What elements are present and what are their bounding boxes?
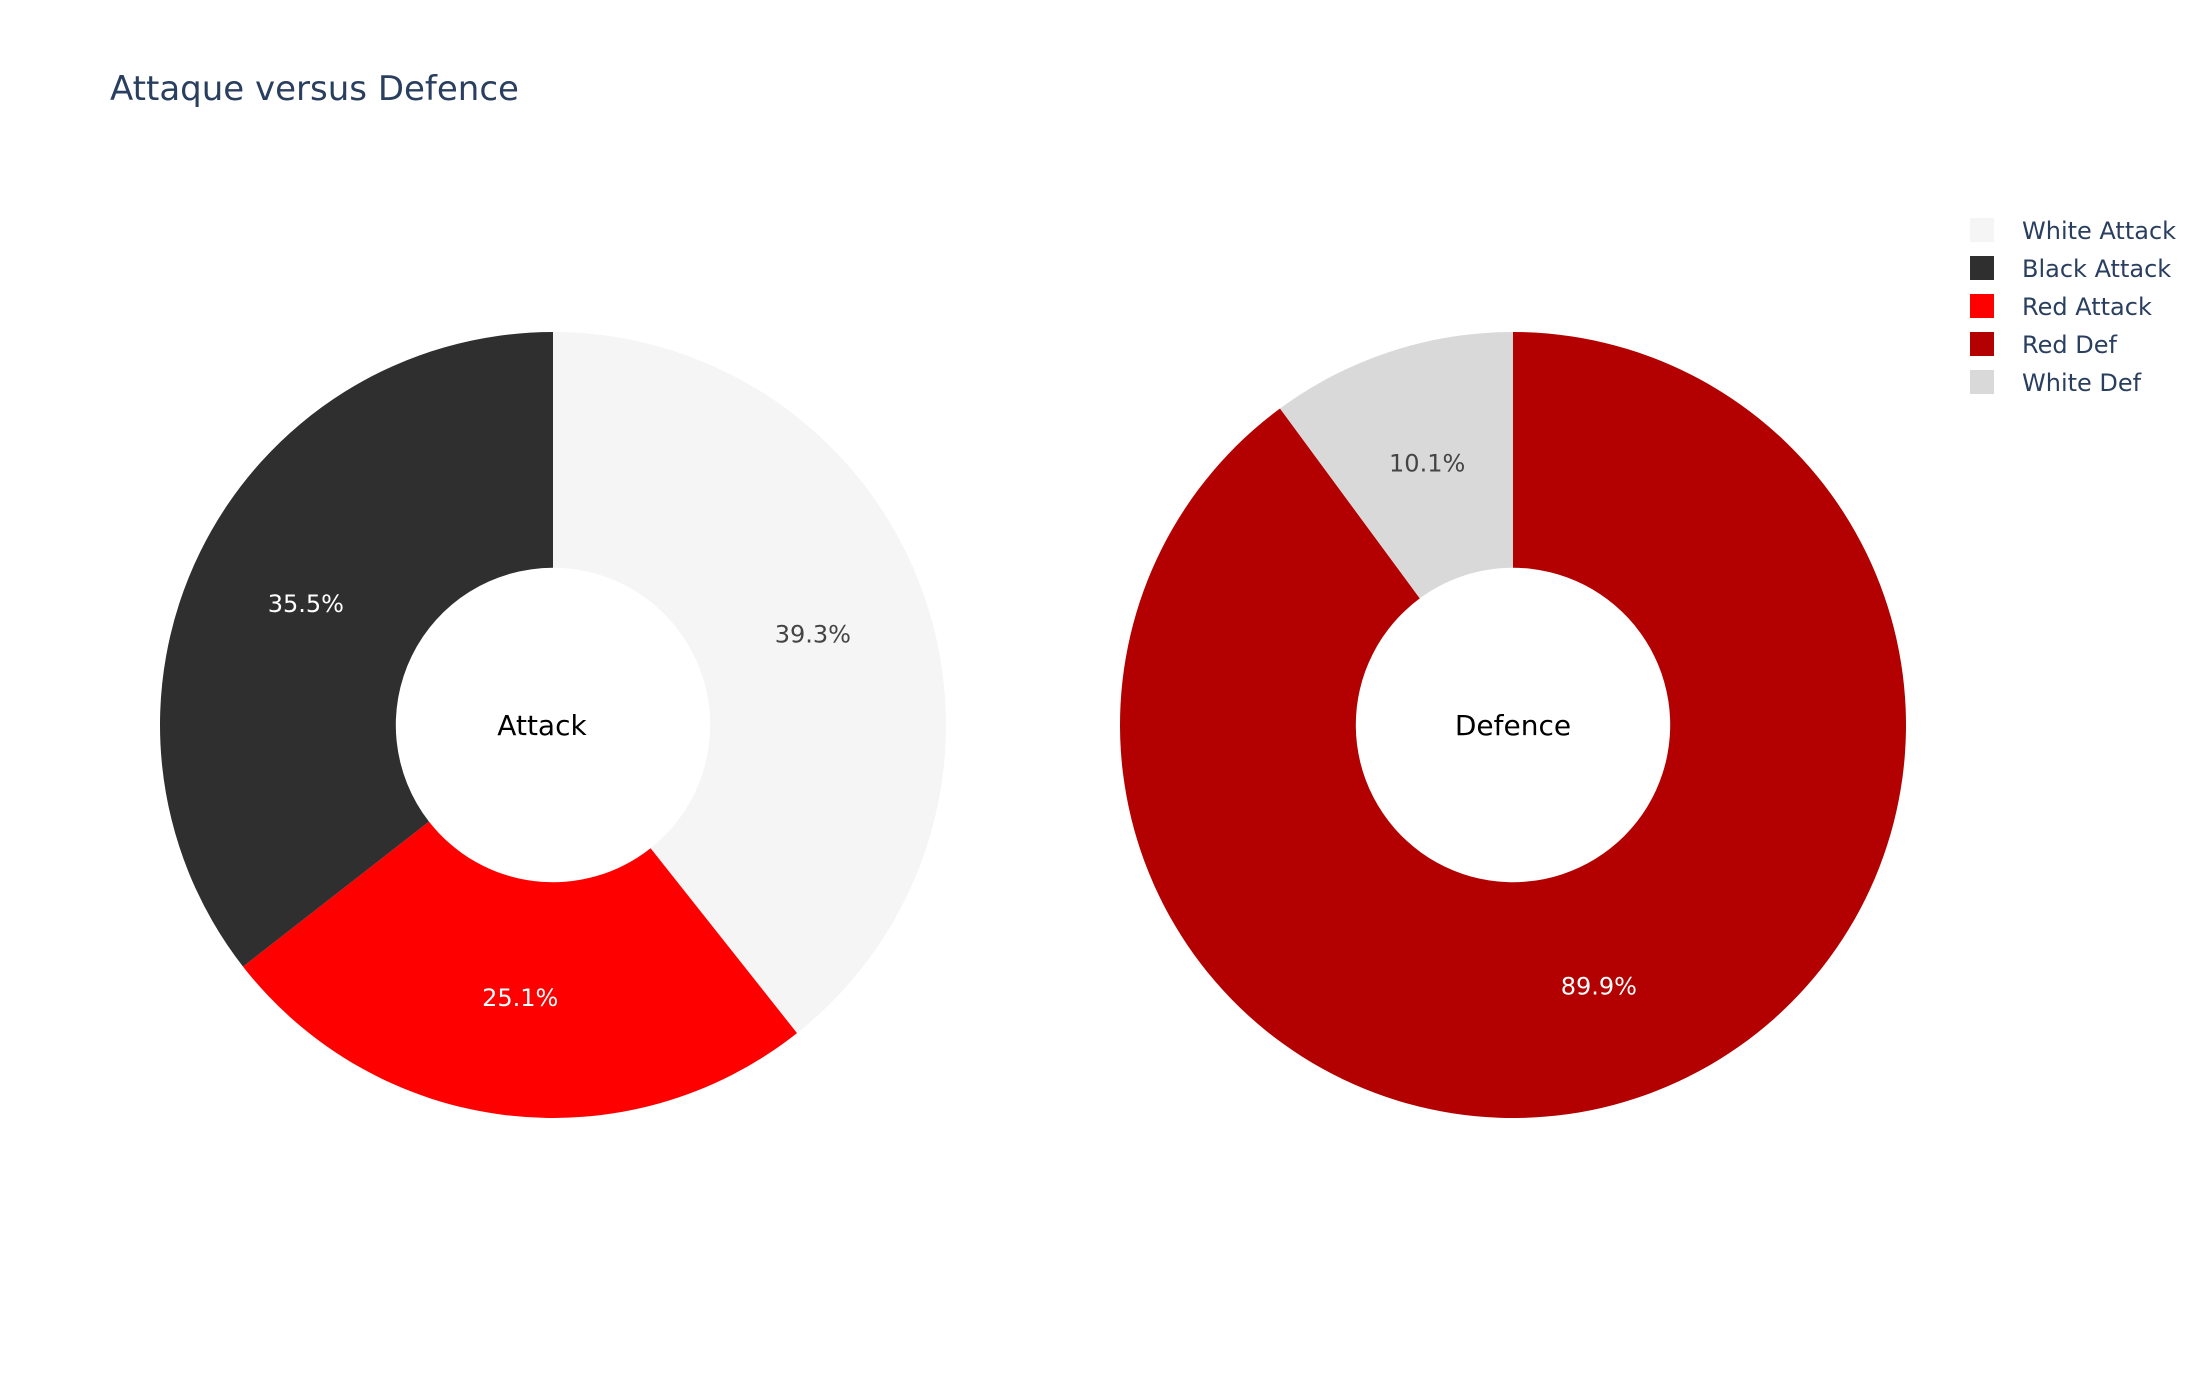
legend-swatch: [1970, 256, 1994, 280]
pie-slice[interactable]: [1120, 332, 1907, 1118]
legend-swatch: [1970, 294, 1994, 318]
legend-item[interactable]: Black Attack: [1970, 255, 2171, 283]
pie-slice[interactable]: [243, 821, 797, 1118]
legend-label: Red Def: [2022, 331, 2117, 359]
legend-label: Black Attack: [2022, 255, 2171, 283]
attack-center-label: Attack: [497, 709, 587, 742]
defence-donut: 89.9% 10.1%: [1120, 332, 1907, 1118]
chart-title: Attaque versus Defence: [110, 69, 519, 109]
slice-label: 39.3%: [775, 621, 851, 649]
slice-label: 10.1%: [1389, 450, 1465, 478]
slice-label: 35.5%: [268, 590, 344, 618]
legend-swatch: [1970, 218, 1994, 242]
defence-center-label: Defence: [1455, 709, 1571, 742]
legend-swatch: [1970, 332, 1994, 356]
pie-slice[interactable]: [160, 332, 553, 967]
slice-label: 25.1%: [482, 984, 558, 1012]
legend-item[interactable]: Red Attack: [1970, 293, 2152, 321]
legend-item[interactable]: White Def: [1970, 369, 2142, 397]
slice-label: 89.9%: [1561, 972, 1637, 1000]
legend: White Attack Black Attack Red Attack Red…: [1970, 217, 2176, 397]
legend-item[interactable]: White Attack: [1970, 217, 2176, 245]
legend-label: White Def: [2022, 369, 2142, 397]
legend-item[interactable]: Red Def: [1970, 331, 2117, 359]
legend-swatch: [1970, 370, 1994, 394]
legend-label: Red Attack: [2022, 293, 2152, 321]
attack-donut: 39.3% 25.1% 35.5%: [160, 332, 946, 1118]
legend-label: White Attack: [2022, 217, 2176, 245]
pie-slice[interactable]: [553, 332, 946, 1034]
pie-slice[interactable]: [1280, 332, 1513, 599]
